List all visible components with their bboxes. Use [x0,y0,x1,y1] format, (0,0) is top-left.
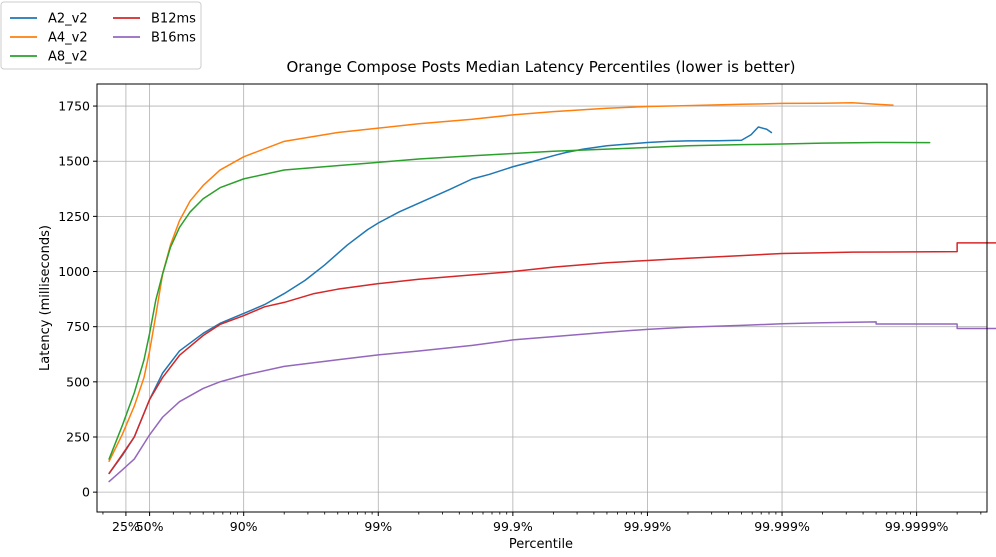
x-tick-label: 99.9% [493,519,533,534]
legend-label-a4_v2: A4_v2 [48,31,88,46]
grid-lines [97,84,987,512]
plot-area-frame [96,83,988,513]
y-tick-label: 1000 [58,264,90,279]
x-tick-label: 99.99% [624,519,672,534]
y-tick-label: 1500 [58,154,90,169]
y-tick-label: 1250 [58,209,90,224]
x-tick-label: 99.999% [754,519,810,534]
series-line-a2_v2 [108,126,773,475]
x-tick-label: 50% [136,519,164,534]
y-axis-label: Latency (milliseconds) [38,225,53,371]
y-tick-label: 0 [82,485,90,500]
x-axis-label: Percentile [509,537,573,552]
legend: A2_v2 A4_v2 A8_v2 B12ms B16ms [0,1,202,70]
legend-box [0,1,202,70]
legend-label-b16ms: B16ms [151,31,196,46]
x-tick-label: 90% [230,519,258,534]
series-line-b16ms [108,321,996,483]
x-tick-label: 99% [364,519,392,534]
series-line-a4_v2 [108,102,894,463]
series-lines [108,102,996,483]
x-tick-label: 99.9999% [885,519,949,534]
y-tick-label: 750 [66,319,90,334]
y-axis-ticks: 0 250 500 750 1000 1250 1500 1750 [58,99,97,500]
legend-label-a2_v2: A2_v2 [48,12,88,27]
series-line-a8_v2 [108,141,931,460]
x-tick-label: 25% [112,519,140,534]
y-tick-label: 1750 [58,99,90,114]
y-tick-label: 250 [66,429,90,444]
chart-title: Orange Compose Posts Median Latency Perc… [286,58,795,76]
x-axis-ticks: 25%50% 90% 99% 99.9% 99.99% 99.999% 99.9999% [112,512,949,534]
legend-label-a8_v2: A8_v2 [48,50,88,65]
legend-label-b12ms: B12ms [151,12,196,27]
series-line-b12ms [108,242,996,475]
y-tick-label: 500 [66,374,90,389]
